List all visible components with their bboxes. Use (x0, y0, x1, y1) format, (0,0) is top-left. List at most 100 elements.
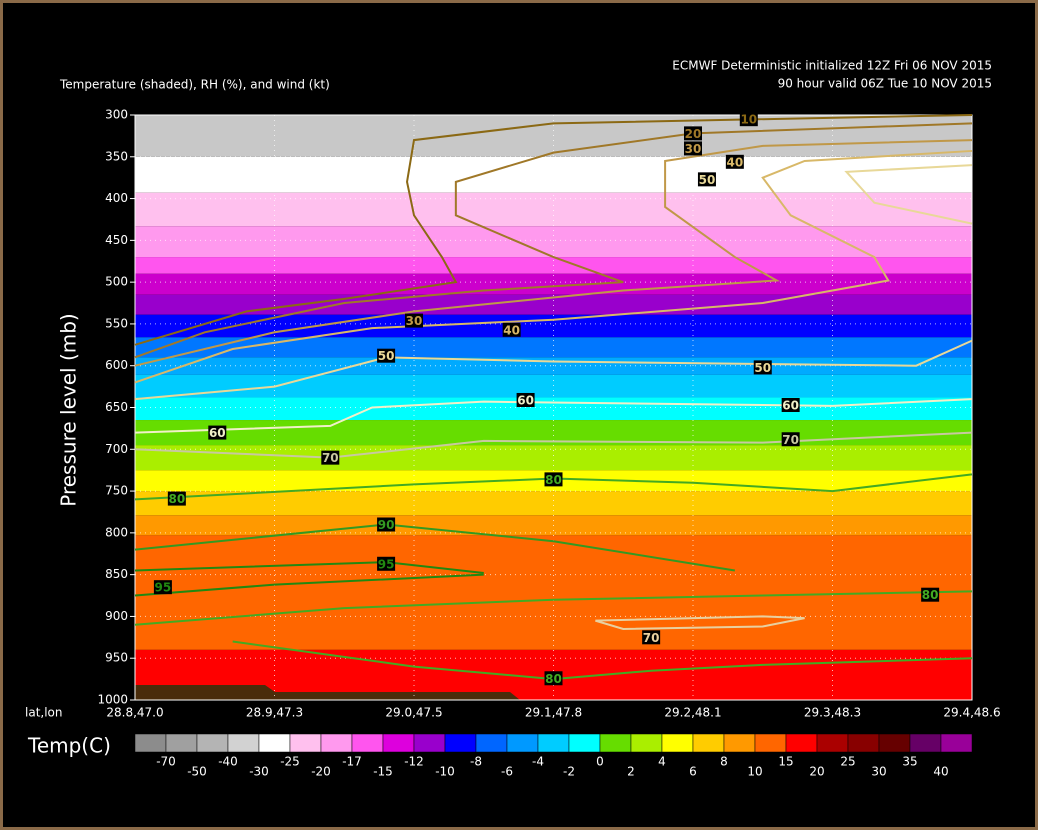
colorbar-swatch (165, 733, 198, 753)
colorbar-swatch (413, 733, 446, 753)
contour-label: 30 (685, 142, 702, 156)
colorbar-swatch (878, 733, 911, 753)
rh-contour (844, 164, 973, 225)
temp-band (135, 156, 972, 193)
colorbar-swatch (661, 733, 694, 753)
y-tick-label: 300 (105, 108, 128, 122)
colorbar-swatch (816, 733, 849, 753)
x-tick-label: 29.0,47.5 (385, 706, 442, 720)
y-tick-label: 600 (105, 358, 128, 372)
rh-contour (134, 114, 973, 346)
contour-label: 60 (782, 398, 799, 412)
colorbar-swatch (506, 733, 539, 753)
contour-label-bg (405, 313, 423, 328)
x-tick-label: 28.9,47.3 (246, 706, 303, 720)
temp-band (135, 397, 972, 421)
y-tick-label: 650 (105, 400, 128, 414)
colorbar-swatch (537, 733, 570, 753)
rh-contour (134, 590, 973, 626)
contour-label-bg (921, 587, 940, 602)
rh-contour (134, 573, 484, 597)
rh-contour (595, 615, 805, 630)
rh-contour (134, 122, 973, 359)
colorbar-swatch (134, 733, 167, 753)
colorbar-tick-label: -25 (280, 755, 300, 769)
colorbar-tick-label: -17 (342, 755, 362, 769)
contour-label: 80 (545, 672, 562, 686)
colorbar-tick-label: -15 (373, 765, 393, 779)
temp-band (135, 535, 972, 650)
colorbar-swatch (723, 733, 756, 753)
contour-label: 50 (699, 173, 716, 187)
rh-contour (134, 473, 973, 501)
colorbar-tick-label: 15 (778, 755, 793, 769)
colorbar-swatch (568, 733, 601, 753)
colorbar-tick-label: -8 (470, 755, 482, 769)
rh-contour (134, 149, 973, 384)
contour-label-bg (516, 392, 535, 407)
contour-label: 80 (922, 588, 939, 602)
chart: ECMWF Deterministic initialized 12Z Fri … (25, 59, 1001, 779)
contour-label: 40 (726, 155, 743, 169)
y-tick-label: 900 (105, 609, 128, 623)
y-tick-label: 750 (105, 484, 128, 498)
colorbar-swatch (940, 733, 973, 753)
colorbar-swatch (754, 733, 787, 753)
contour-label-bg (739, 112, 758, 127)
rh-contour (134, 431, 973, 459)
colorbar-tick-label: 10 (747, 765, 762, 779)
colorbar-swatch (785, 733, 818, 753)
contour-label-bg (153, 580, 172, 595)
y-tick-label: 400 (105, 191, 128, 205)
colorbar-tick-label: 25 (840, 755, 855, 769)
contour-label-bg (377, 348, 396, 363)
colorbar-swatch (289, 733, 322, 753)
contour-label: 60 (517, 393, 534, 407)
colorbar-tick-label: -6 (501, 765, 513, 779)
colorbar-tick-label: -20 (311, 765, 331, 779)
y-tick-label: 550 (105, 316, 128, 330)
temp-band (135, 192, 972, 227)
subtitle: 90 hour valid 06Z Tue 10 NOV 2015 (778, 77, 992, 91)
colorbar-tick-label: 0 (596, 755, 604, 769)
contour-label: 50 (754, 361, 771, 375)
temp-band (135, 226, 972, 258)
colorbar-tick-label: 6 (689, 765, 697, 779)
rh-contour (134, 339, 973, 401)
contour-label: 80 (168, 492, 185, 506)
colorbar-swatch (475, 733, 508, 753)
contour-label-bg (377, 556, 396, 571)
contour-label: 30 (406, 314, 423, 328)
y-tick-label: 450 (105, 233, 128, 247)
contour-label-bg (684, 126, 702, 141)
contour-label-bg (697, 172, 716, 187)
contour-label-bg (642, 630, 661, 645)
colorbar-swatch (599, 733, 632, 753)
colorbar-tick-label: -10 (435, 765, 455, 779)
x-tick-label: 29.4,48.6 (943, 706, 1000, 720)
temp-band (135, 374, 972, 398)
contour-label-bg (544, 472, 563, 487)
colorbar-tick-label: 40 (933, 765, 948, 779)
x-axis-title: lat,lon (25, 706, 63, 720)
contour-label: 90 (378, 518, 395, 532)
y-tick-label: 350 (105, 149, 128, 163)
contour-label: 80 (545, 473, 562, 487)
y-tick-label: 850 (105, 567, 128, 581)
contour-label: 70 (782, 433, 799, 447)
colorbar-swatch (444, 733, 477, 753)
contour-label-bg (781, 397, 800, 412)
contour-label-bg (684, 141, 702, 156)
contour-label-bg (544, 671, 563, 686)
contour-label: 10 (740, 113, 757, 127)
colorbar-swatch (382, 733, 415, 753)
colorbar-swatch (258, 733, 291, 753)
temp-band (135, 337, 972, 358)
temp-band (135, 314, 972, 338)
colorbar-tick-label: 35 (902, 755, 917, 769)
colorbar-title: Temp(C) (27, 734, 111, 758)
y-tick-label: 700 (105, 442, 128, 456)
y-tick-label: 800 (105, 525, 128, 539)
contour-label: 95 (378, 557, 395, 571)
